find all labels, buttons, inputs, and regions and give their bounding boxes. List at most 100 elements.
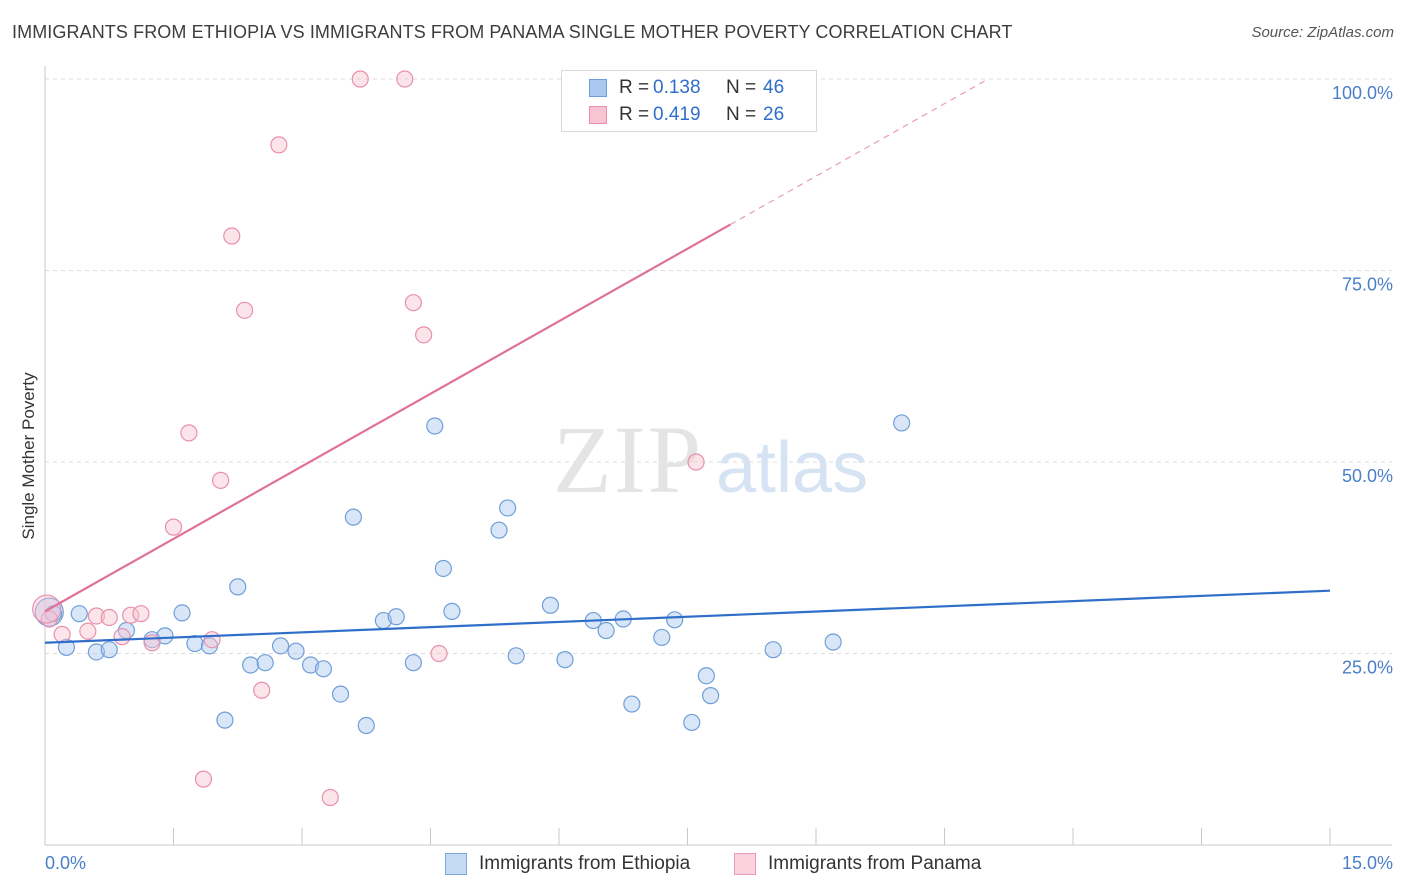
panama-point [79, 622, 97, 640]
axes [44, 66, 1392, 846]
ethiopia-point [314, 660, 333, 678]
ethiopia-point [443, 602, 461, 620]
ethiopia-point [173, 604, 191, 622]
ethiopia-point [623, 695, 641, 713]
ethiopia-point [242, 656, 260, 674]
ethiopia-point [229, 578, 247, 596]
y-tick-label: 25.0% [1342, 658, 1393, 678]
ethiopia-point [697, 667, 715, 685]
legend-row-ethiopia: R = 0.138 N = 46 [562, 75, 784, 101]
ethiopia-point [490, 521, 508, 539]
panama-point [404, 294, 422, 312]
ethiopia-point [271, 637, 290, 655]
ethiopia-point [100, 641, 118, 659]
y-tick-label: 50.0% [1342, 466, 1393, 486]
y-tick-label: 75.0% [1342, 275, 1393, 295]
ethiopia-point [301, 656, 320, 674]
ethiopia-point [597, 621, 615, 640]
source-label: Source: ZipAtlas.com [1251, 24, 1394, 41]
ethiopia-point [893, 414, 911, 432]
panama-point [132, 605, 150, 623]
ethiopia-point [666, 611, 684, 629]
ethiopia-point [331, 685, 350, 703]
ethiopia-point [344, 508, 362, 526]
panama-point [180, 424, 198, 442]
ethiopia-point [541, 596, 560, 614]
panama-point [87, 607, 106, 625]
legend-row-panama: R = 0.419 N = 26 [562, 102, 784, 128]
x-tick-label: 15.0% [1342, 853, 1393, 873]
bottom-legend-swatch-panama [734, 853, 756, 875]
panama-point [164, 518, 183, 536]
panama-point [100, 608, 118, 627]
y-tick-label: 100.0% [1332, 83, 1393, 103]
watermark-atlas: atlas [716, 428, 868, 508]
panama-trend-line [44, 223, 731, 613]
legend-r-value: 0.419 [653, 104, 701, 125]
y-axis-label: Single Mother Poverty [19, 372, 38, 540]
data-points [32, 70, 911, 807]
bottom-legend-panama: Immigrants from Panama [734, 851, 981, 877]
chart-title: IMMIGRANTS FROM ETHIOPIA VS IMMIGRANTS F… [12, 22, 1013, 42]
ethiopia-point [434, 559, 452, 578]
tick-labels: 25.0% 50.0% 75.0% 100.0% 0.0% 15.0% [45, 83, 1393, 873]
watermark-zip: ZIP [553, 406, 703, 513]
ethiopia-point [357, 716, 375, 735]
panama-trend-extension [730, 78, 988, 226]
panama-point [113, 628, 131, 646]
bottom-legend-ethiopia: Immigrants from Ethiopia [445, 851, 690, 877]
panama-point [53, 625, 71, 643]
legend-n-label: N = [726, 77, 757, 98]
watermark: ZIP atlas [553, 406, 868, 513]
trend-lines [44, 78, 1331, 644]
ethiopia-point [764, 641, 782, 659]
ethiopia-point [216, 711, 234, 729]
panama-point [396, 70, 414, 88]
ethiopia-point [683, 713, 701, 732]
bottom-legend-swatch-ethiopia [445, 853, 467, 875]
ethiopia-point [556, 651, 574, 669]
panama-point [236, 301, 254, 319]
panama-point [270, 136, 288, 154]
x-tick-label: 0.0% [45, 853, 86, 873]
legend-r-label: R = [619, 77, 650, 98]
legend-n-label: N = [726, 104, 757, 125]
bottom-legend-label-ethiopia: Immigrants from Ethiopia [479, 853, 691, 874]
panama-point [415, 326, 433, 344]
ethiopia-point [287, 642, 305, 660]
panama-point [194, 770, 213, 788]
ethiopia-point [87, 643, 106, 661]
panama-point [687, 453, 705, 471]
ethiopia-point [426, 417, 444, 435]
panama-point [430, 644, 448, 663]
panama-point [32, 594, 62, 624]
ethiopia-point [824, 633, 842, 651]
panama-point [321, 788, 339, 807]
gridlines [45, 78, 1392, 654]
legend-n-value: 26 [763, 104, 785, 125]
panama-point [253, 681, 271, 699]
panama-point [203, 631, 221, 649]
ethiopia-point [57, 638, 76, 656]
panama-point [212, 471, 230, 489]
legend-r-value: 0.138 [653, 77, 701, 98]
ethiopia-point [256, 654, 274, 672]
legend-swatch-ethiopia [589, 79, 607, 97]
ethiopia-point [702, 687, 720, 705]
legend-n-value: 46 [763, 77, 785, 98]
panama-point [223, 227, 241, 245]
ethiopia-point [186, 634, 204, 653]
ethiopia-point [404, 654, 422, 672]
ethiopia-point [499, 499, 517, 517]
ethiopia-point [70, 605, 88, 623]
correlation-legend: R = 0.138 N = 46 R = 0.419 N = 26 [561, 70, 817, 132]
panama-point [351, 70, 369, 88]
ethiopia-trend-line [44, 589, 1331, 644]
legend-r-label: R = [619, 104, 650, 125]
ethiopia-point [653, 628, 671, 647]
ethiopia-point [387, 608, 405, 626]
legend-swatch-panama [589, 106, 607, 124]
bottom-legend-label-panama: Immigrants from Panama [768, 853, 982, 874]
ethiopia-point [507, 647, 525, 665]
